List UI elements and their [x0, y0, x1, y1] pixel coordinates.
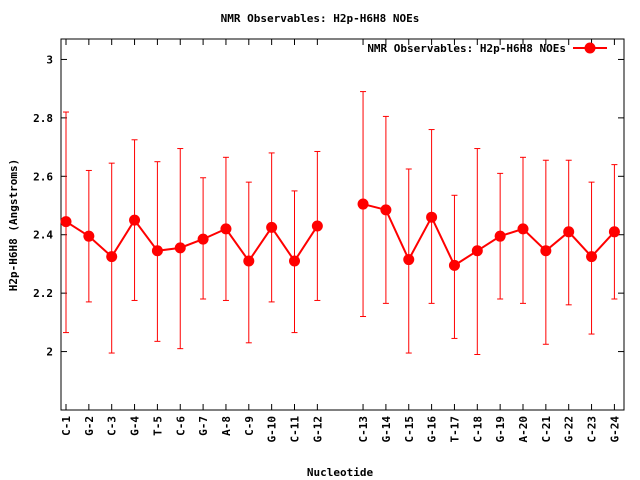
x-tick-label: G-16 [426, 416, 439, 443]
x-tick-label: G-7 [197, 416, 210, 436]
x-tick-label: C-13 [357, 416, 370, 443]
data-point [243, 255, 255, 267]
x-tick-label: G-22 [563, 416, 576, 443]
y-axis: 2 2.2 2.4 2.6 2.8 3 [33, 53, 624, 359]
x-tick-label: C-9 [243, 416, 256, 436]
x-tick-label: C-15 [403, 416, 416, 443]
data-point [448, 259, 460, 271]
y-tick-label: 2.6 [33, 170, 53, 183]
error-bars [63, 91, 618, 355]
data-points [60, 198, 620, 271]
legend-label: NMR Observables: H2p-H6H8 NOEs [367, 42, 566, 55]
x-tick-label: T-5 [151, 416, 164, 436]
x-tick-label: G-2 [83, 416, 96, 436]
x-tick-label: C-3 [106, 416, 119, 436]
data-point [586, 251, 598, 263]
data-point [403, 254, 415, 266]
x-tick-label: A-20 [517, 416, 530, 443]
x-tick-label: C-6 [174, 416, 187, 436]
y-tick-label: 2.4 [33, 229, 53, 242]
data-point [540, 245, 552, 257]
data-point [357, 198, 369, 210]
y-axis-label: H2p-H6H8 (Angstroms) [7, 159, 20, 291]
x-tick-label: G-14 [380, 416, 393, 443]
data-point [426, 211, 438, 223]
legend-marker [584, 42, 596, 54]
x-tick-label: T-17 [448, 416, 461, 443]
data-point [60, 216, 72, 228]
x-tick-label: G-12 [311, 416, 324, 443]
data-point [563, 226, 575, 238]
data-point [151, 245, 163, 257]
data-point [471, 245, 483, 257]
y-tick-label: 3 [46, 53, 53, 66]
legend: NMR Observables: H2p-H6H8 NOEs [367, 42, 607, 55]
series-line [362, 203, 616, 267]
x-tick-label: C-1 [60, 416, 73, 436]
x-tick-label: C-18 [471, 416, 484, 443]
series-lines [65, 203, 616, 267]
data-point [106, 251, 118, 263]
data-point [83, 230, 95, 242]
plot-frame [60, 38, 625, 411]
data-point [289, 255, 300, 267]
x-tick-label: C-23 [586, 416, 599, 443]
y-tick-label: 2 [46, 346, 53, 359]
x-tick-label: C-11 [289, 416, 302, 443]
data-point [129, 214, 141, 226]
data-point [380, 204, 392, 216]
data-point [608, 226, 620, 238]
x-tick-label: A-8 [220, 416, 233, 436]
y-tick-label: 2.2 [33, 287, 53, 300]
x-tick-label: C-21 [540, 416, 553, 443]
data-point [220, 223, 232, 235]
data-point [311, 220, 323, 232]
data-point [266, 221, 278, 233]
data-point [494, 230, 506, 242]
x-tick-label: G-4 [129, 416, 142, 436]
chart-title: NMR Observables: H2p-H6H8 NOEs [221, 12, 420, 25]
data-point [197, 233, 209, 245]
series-line [65, 218, 319, 263]
data-point [517, 223, 529, 235]
x-axis: C-1 G-2 C-3 G-4 T-5 C-6 G-7 A-8 C-9 G-10 C-11 G-12 C… [60, 39, 621, 443]
x-tick-label: G-10 [266, 416, 279, 443]
x-axis-label: Nucleotide [307, 466, 374, 479]
y-tick-label: 2.8 [33, 112, 53, 125]
x-tick-label: G-19 [494, 416, 507, 443]
x-tick-label: G-24 [608, 416, 621, 443]
data-point [174, 242, 186, 254]
